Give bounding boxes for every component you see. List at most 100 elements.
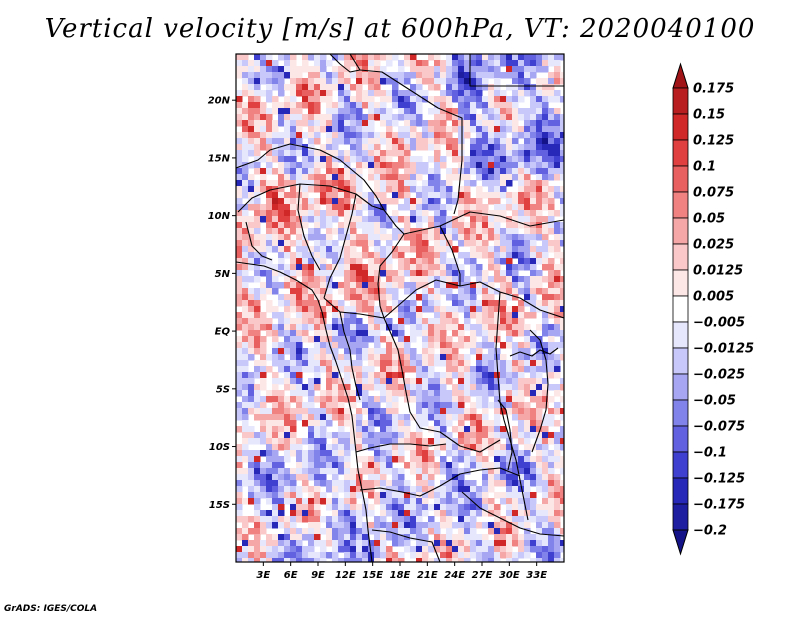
field-cell	[536, 222, 543, 229]
field-cell	[338, 480, 345, 487]
field-cell	[416, 162, 423, 169]
field-cell	[494, 54, 501, 61]
field-cell	[476, 366, 483, 373]
field-cell	[254, 156, 261, 163]
field-cell	[494, 558, 501, 562]
field-cell	[530, 198, 537, 205]
field-cell	[500, 456, 507, 463]
field-cell	[272, 84, 279, 91]
field-cell	[302, 354, 309, 361]
field-cell	[452, 546, 459, 553]
field-cell	[254, 336, 261, 343]
field-cell	[410, 126, 417, 133]
field-cell	[248, 150, 255, 157]
field-cell	[524, 234, 531, 241]
field-cell	[548, 360, 555, 367]
field-cell	[362, 348, 369, 355]
field-cell	[356, 324, 363, 331]
field-cell	[416, 276, 423, 283]
field-cell	[440, 204, 447, 211]
field-cell	[446, 438, 453, 445]
field-cell	[380, 552, 387, 559]
field-cell	[530, 216, 537, 223]
field-cell	[422, 204, 429, 211]
field-cell	[284, 162, 291, 169]
field-cell	[374, 54, 381, 61]
field-cell	[278, 72, 285, 79]
field-cell	[524, 402, 531, 409]
field-cell	[236, 240, 243, 247]
field-cell	[416, 432, 423, 439]
field-cell	[500, 354, 507, 361]
field-cell	[428, 144, 435, 151]
colorbar-swatch	[672, 269, 689, 297]
field-cell	[524, 258, 531, 265]
field-cell	[260, 78, 267, 85]
field-cell	[428, 198, 435, 205]
field-cell	[488, 480, 495, 487]
field-cell	[458, 264, 465, 271]
field-cell	[494, 306, 501, 313]
field-cell	[374, 492, 381, 499]
lon-tick-label: 21E	[417, 570, 438, 581]
field-cell	[560, 480, 564, 487]
field-cell	[398, 252, 405, 259]
field-cell	[542, 522, 549, 529]
field-cell	[488, 552, 495, 559]
field-cell	[548, 174, 555, 181]
field-cell	[482, 138, 489, 145]
field-cell	[446, 390, 453, 397]
field-cell	[308, 420, 315, 427]
field-cell	[524, 228, 531, 235]
field-cell	[314, 486, 321, 493]
field-cell	[332, 546, 339, 553]
field-cell	[386, 186, 393, 193]
field-cell	[536, 366, 543, 373]
field-cell	[338, 534, 345, 541]
field-cell	[458, 210, 465, 217]
field-cell	[338, 174, 345, 181]
field-cell	[392, 120, 399, 127]
field-cell	[308, 402, 315, 409]
field-cell	[248, 144, 255, 151]
field-cell	[500, 156, 507, 163]
field-cell	[278, 324, 285, 331]
field-cell	[452, 54, 459, 61]
field-cell	[344, 330, 351, 337]
field-cell	[260, 126, 267, 133]
field-cell	[542, 534, 549, 541]
field-cell	[344, 450, 351, 457]
field-cell	[356, 372, 363, 379]
field-cell	[452, 108, 459, 115]
field-cell	[506, 372, 513, 379]
field-cell	[248, 174, 255, 181]
field-cell	[284, 66, 291, 73]
field-cell	[530, 360, 537, 367]
field-cell	[434, 390, 441, 397]
field-cell	[248, 450, 255, 457]
field-cell	[494, 432, 501, 439]
field-cell	[440, 510, 447, 517]
field-cell	[356, 108, 363, 115]
field-cell	[242, 516, 249, 523]
field-cell	[542, 324, 549, 331]
field-cell	[446, 492, 453, 499]
field-cell	[236, 534, 243, 541]
field-cell	[338, 222, 345, 229]
field-cell	[398, 444, 405, 451]
field-cell	[308, 270, 315, 277]
field-cell	[476, 276, 483, 283]
field-cell	[428, 492, 435, 499]
field-cell	[458, 540, 465, 547]
field-cell	[530, 90, 537, 97]
field-cell	[518, 192, 525, 199]
field-cell	[308, 288, 315, 295]
field-cell	[422, 186, 429, 193]
field-cell	[542, 366, 549, 373]
field-cell	[464, 528, 471, 535]
field-cell	[356, 198, 363, 205]
field-cell	[290, 522, 297, 529]
field-cell	[284, 318, 291, 325]
field-cell	[410, 438, 417, 445]
field-cell	[362, 294, 369, 301]
